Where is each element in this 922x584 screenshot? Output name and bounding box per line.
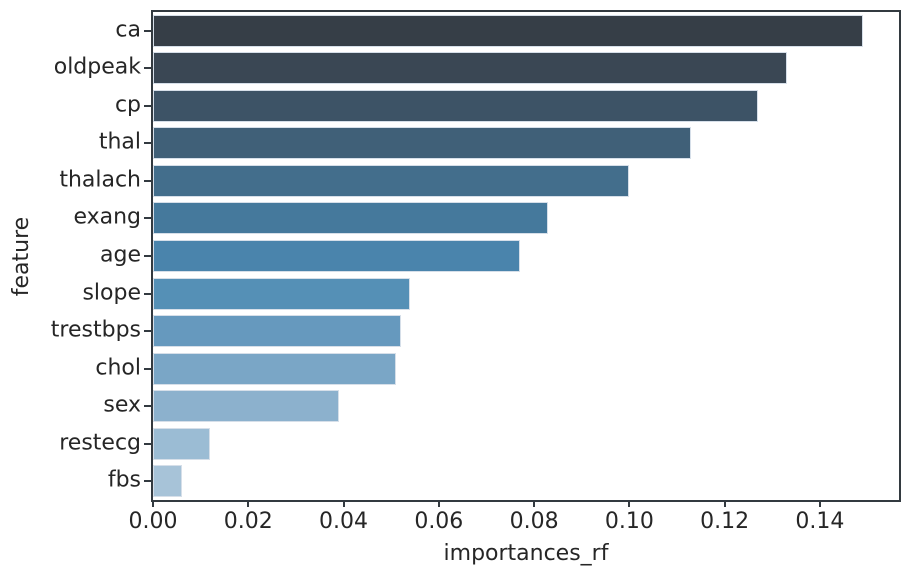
x-tick-mark-0.06 xyxy=(437,500,440,507)
x-tick-mark-0.10 xyxy=(628,500,631,507)
y-tick-label-cp: cp xyxy=(114,92,141,118)
bar-fbs xyxy=(153,465,182,498)
y-tick-mark-thal xyxy=(144,142,151,145)
x-tick-label-0.14: 0.14 xyxy=(795,509,845,534)
bar-age xyxy=(153,240,520,272)
x-tick-label-0.12: 0.12 xyxy=(700,509,750,534)
y-tick-mark-thalach xyxy=(144,179,151,182)
x-tick-label-0.00: 0.00 xyxy=(128,509,178,534)
x-tick-label-0.10: 0.10 xyxy=(604,509,654,534)
x-axis-title: importances_rf xyxy=(443,541,609,566)
x-tick-mark-0.02 xyxy=(247,500,250,507)
bar-chol xyxy=(153,352,396,385)
y-tick-label-fbs: fbs xyxy=(107,467,141,493)
bar-thalach xyxy=(153,164,630,197)
y-tick-mark-age xyxy=(144,255,151,257)
x-tick-label-0.06: 0.06 xyxy=(414,509,464,534)
y-tick-label-thalach: thalach xyxy=(59,167,141,193)
bar-slope xyxy=(153,277,411,310)
bar-ca xyxy=(153,14,863,47)
plot-area xyxy=(153,12,899,500)
bar-cp xyxy=(153,89,758,122)
y-tick-label-oldpeak: oldpeak xyxy=(53,54,141,80)
y-tick-label-thal: thal xyxy=(98,129,141,155)
bar-exang xyxy=(153,202,549,235)
y-tick-mark-exang xyxy=(144,217,151,220)
y-tick-label-ca: ca xyxy=(115,17,141,43)
x-tick-mark-0.04 xyxy=(342,500,345,507)
x-tick-label-0.02: 0.02 xyxy=(223,509,273,534)
y-tick-mark-restecg xyxy=(144,442,151,445)
y-tick-label-restecg: restecg xyxy=(59,430,141,456)
bar-sex xyxy=(153,390,339,423)
y-tick-mark-sex xyxy=(144,405,151,408)
x-tick-label-0.08: 0.08 xyxy=(509,509,559,534)
y-tick-label-chol: chol xyxy=(95,355,141,381)
y-tick-label-sex: sex xyxy=(103,392,141,418)
x-tick-mark-0.12 xyxy=(723,500,726,507)
bar-oldpeak xyxy=(153,52,787,85)
y-tick-mark-fbs xyxy=(144,480,151,483)
y-tick-label-trestbps: trestbps xyxy=(50,317,141,343)
y-tick-mark-cp xyxy=(144,104,151,107)
y-tick-mark-ca xyxy=(144,29,151,32)
y-tick-mark-chol xyxy=(144,367,151,370)
y-tick-label-slope: slope xyxy=(82,280,141,306)
y-tick-mark-oldpeak xyxy=(144,67,151,70)
y-tick-mark-slope xyxy=(144,292,151,295)
bar-trestbps xyxy=(153,315,401,348)
x-tick-label-0.04: 0.04 xyxy=(319,509,369,534)
x-tick-mark-0.14 xyxy=(818,500,821,507)
y-tick-label-exang: exang xyxy=(73,205,141,231)
x-tick-mark-0.00 xyxy=(152,500,154,507)
x-tick-mark-0.08 xyxy=(533,500,536,507)
y-tick-mark-trestbps xyxy=(144,330,151,333)
bar-thal xyxy=(153,127,692,160)
bar-restecg xyxy=(153,427,211,460)
y-tick-label-age: age xyxy=(100,242,141,268)
